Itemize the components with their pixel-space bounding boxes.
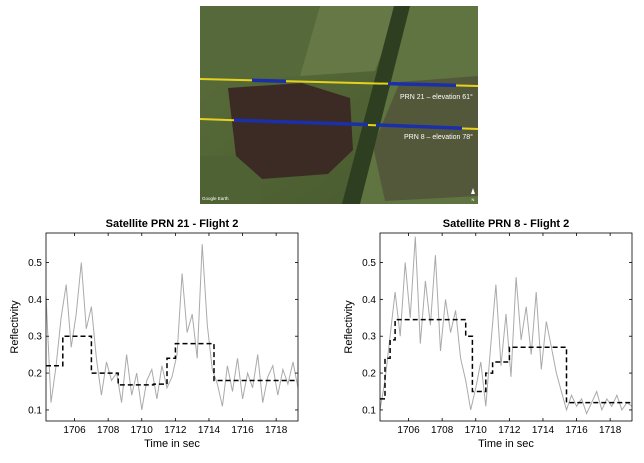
label-prn8: PRN 8 – elevation 78°: [404, 133, 473, 141]
y-tick-label: 0.1: [362, 405, 376, 416]
field-top-middle: [300, 6, 400, 76]
x-axis-label: Time in sec: [478, 438, 534, 450]
north-arrow-icon: N: [471, 188, 475, 202]
x-tick-label: 1710: [131, 425, 154, 436]
y-tick-label: 0.3: [362, 332, 376, 343]
x-tick-label: 1708: [431, 425, 454, 436]
x-tick-label: 1718: [599, 425, 622, 436]
series-raw: [45, 244, 299, 410]
track-blue-prn21-b: [387, 81, 457, 88]
series-mean: [46, 335, 298, 386]
aerial-satellite-image: PRN 21 – elevation 61° PRN 8 – elevation…: [200, 6, 478, 204]
y-tick-label: 0.5: [362, 258, 376, 269]
x-tick-label: 1706: [63, 425, 86, 436]
x-tick-label: 1718: [265, 425, 288, 436]
chart-prn8: Satellite PRN 8 - Flight 2 1706 1708 1710 17…: [343, 218, 633, 450]
x-tick-label: 1714: [198, 425, 221, 436]
y-tick-label: 0.4: [362, 295, 376, 306]
y-tick-label: 0.4: [28, 295, 42, 306]
x-tick-label: 1716: [231, 425, 254, 436]
chart-title: Satellite PRN 21 - Flight 2: [106, 218, 239, 230]
x-axis-label: Time in sec: [144, 438, 200, 450]
y-axis-label: Reflectivity: [9, 300, 21, 354]
track-blue-prn21-a: [251, 78, 287, 83]
y-tick-label: 0.2: [362, 369, 376, 380]
field-bottom-left: [200, 156, 262, 204]
label-prn21: PRN 21 – elevation 61°: [400, 93, 473, 101]
x-tick-label: 1708: [97, 425, 120, 436]
svg-text:N: N: [472, 197, 475, 202]
y-axis-label: Reflectivity: [343, 300, 355, 354]
field-top-left: [200, 6, 320, 84]
x-tick-label: 1712: [164, 425, 187, 436]
x-tick-label: 1712: [498, 425, 521, 436]
plot-frame: [45, 232, 299, 422]
x-tick-label: 1706: [397, 425, 420, 436]
y-tick-label: 0.3: [28, 332, 42, 343]
google-earth-watermark: Google Earth: [202, 196, 229, 201]
lake-left: [228, 83, 353, 179]
track-blue-prn8-a: [233, 118, 369, 127]
x-tick-label: 1714: [532, 425, 555, 436]
chart-title: Satellite PRN 8 - Flight 2: [443, 218, 570, 230]
track-blue-prn8-b: [375, 123, 463, 130]
x-tick-label: 1716: [565, 425, 588, 436]
tree-strip: [342, 6, 410, 204]
series-raw: [379, 236, 633, 415]
y-tick-label: 0.5: [28, 258, 42, 269]
chart-prn21: Satellite PRN 21 - Flight 2 1706 1708 1710 1…: [9, 218, 299, 450]
series-mean: [380, 318, 632, 404]
y-tick-label: 0.1: [28, 405, 42, 416]
plot-frame: [379, 232, 633, 422]
x-tick-label: 1710: [465, 425, 488, 436]
lake-right: [373, 76, 478, 201]
y-tick-label: 0.2: [28, 369, 42, 380]
